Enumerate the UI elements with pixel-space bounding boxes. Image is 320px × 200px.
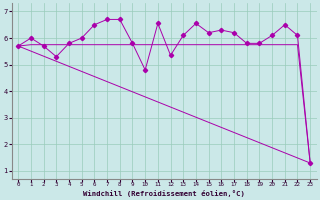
X-axis label: Windchill (Refroidissement éolien,°C): Windchill (Refroidissement éolien,°C) [83,190,245,197]
